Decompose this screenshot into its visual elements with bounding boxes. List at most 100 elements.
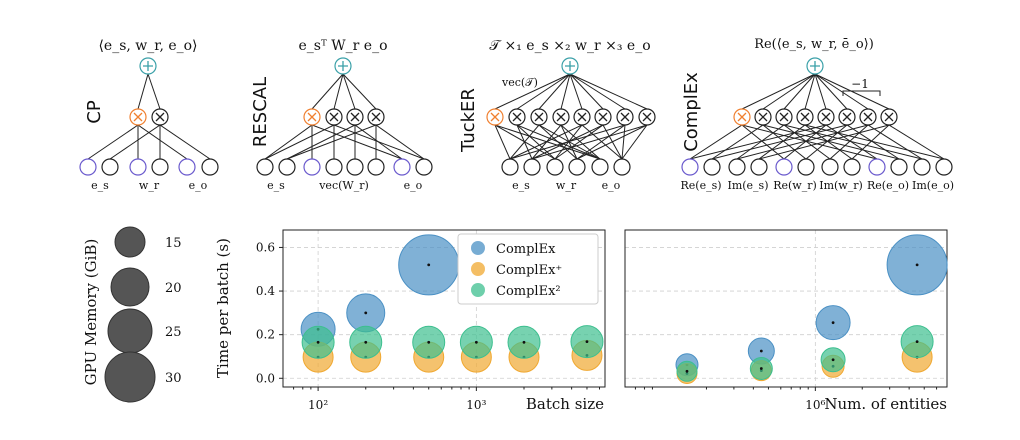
chart1-point-center: [364, 340, 368, 344]
complex-input-node: [775, 158, 793, 176]
diagram-edge: [159, 124, 211, 160]
complex-product-node: [733, 108, 751, 126]
complex-sum-node: [806, 57, 824, 75]
chart-batch-size: Time per batch (s) Batch size 0.00.20.40…: [214, 229, 606, 413]
diagram-edge: [87, 124, 139, 160]
diagram-edge: [851, 124, 890, 160]
diagram-edge: [286, 124, 377, 160]
chart2-point-center: [915, 263, 919, 267]
memory-size-15: 15: [165, 236, 182, 251]
diagram-edge: [805, 124, 848, 160]
diagram-edge: [538, 73, 571, 110]
complex-input-label: Re(w_r): [773, 179, 817, 192]
diagram-edge: [736, 124, 869, 160]
rescal-sum-node: [334, 57, 352, 75]
rescal-product-node: [346, 108, 364, 126]
diagram-edge: [569, 73, 648, 110]
tucker-input-label: e_s: [512, 179, 530, 192]
chart1-xtick-label: 10³: [466, 398, 486, 412]
diagram-row: CP ⟨e_s, w_r, e_o⟩ RESCAL e_sᵀ W_r e_o T…: [79, 37, 954, 192]
diagram-edge: [516, 124, 556, 160]
diagram-tucker-core: vec(𝒯): [501, 76, 538, 89]
rescal-input-node: [256, 158, 274, 176]
chart2-point-center: [759, 349, 763, 353]
diagram-edge: [829, 124, 869, 160]
diagram-edge: [354, 124, 403, 160]
diagram-edge: [147, 73, 161, 110]
diagram-edge: [560, 73, 571, 110]
memory-legend: GPU Memory (GiB) 15 20 25 30: [82, 226, 182, 403]
rescal-product-node: [325, 108, 343, 126]
complex-input-node: [868, 158, 886, 176]
cp-input-node: [201, 158, 219, 176]
diagram-edge: [762, 124, 900, 160]
diagram-edge: [711, 124, 764, 160]
complex-input-node: [750, 158, 768, 176]
chart1-points: [300, 234, 604, 373]
diagram-edge: [814, 73, 827, 110]
diagram-edge: [814, 73, 890, 110]
legend-box: [457, 233, 599, 305]
diagram-edge: [137, 124, 188, 160]
memory-circle-25: [107, 308, 153, 354]
diagram-edge: [494, 73, 571, 110]
complex-input-node: [703, 158, 721, 176]
diagram-edge: [825, 124, 878, 160]
diagram-edge: [621, 124, 648, 160]
diagram-edge: [264, 124, 313, 160]
diagram-edge: [569, 73, 604, 110]
complex-input-label: Im(e_o): [912, 179, 954, 192]
diagram-edge: [762, 124, 807, 160]
diagram-edge: [867, 124, 923, 160]
chart2-point-center: [759, 367, 763, 370]
diagram-edge: [741, 73, 816, 110]
diagram-complex-formula: Re(⟨e_s, w_r, ē_o⟩): [754, 37, 874, 52]
diagram-edge: [814, 73, 869, 110]
complex-input-node: [890, 158, 908, 176]
memory-size-20: 20: [165, 281, 182, 296]
diagram-edge: [804, 124, 853, 160]
cp-input-label: w_r: [139, 179, 160, 192]
diagram-edge: [509, 124, 540, 160]
diagram-edge: [888, 124, 945, 160]
diagram-cp-name: CP: [84, 100, 105, 124]
diagram-edge: [576, 124, 648, 160]
complex-product-node: [796, 108, 814, 126]
diagram-edge: [375, 124, 425, 160]
rescal-product-node: [303, 108, 321, 126]
chart1-point-center: [585, 340, 589, 344]
memory-circle-15: [114, 226, 146, 258]
chart1-ytick-label: 0.6: [256, 240, 275, 254]
diagram-edge: [516, 73, 571, 110]
diagram-edge: [509, 124, 626, 160]
diagram-edge: [581, 124, 623, 160]
diagram-edge: [311, 73, 344, 110]
tucker-input-label: w_r: [556, 179, 577, 192]
rescal-input-label: e_o: [404, 179, 423, 192]
complex-product-node: [859, 108, 877, 126]
rescal-input-node: [278, 158, 296, 176]
tucker-product-node: [616, 108, 634, 126]
diagram-edge: [560, 124, 601, 160]
diagram-edge: [783, 124, 831, 160]
rescal-input-label: e_s: [267, 179, 285, 192]
tucker-input-node: [613, 158, 631, 176]
diagram-rescal: RESCAL e_sᵀ W_r e_o: [250, 38, 388, 147]
rescal-input-node: [415, 158, 433, 176]
chart1-ytick-label: 0.0: [256, 371, 275, 385]
chart2-frame: [624, 229, 948, 388]
diagram-edge: [736, 124, 785, 160]
complex-input-node: [821, 158, 839, 176]
diagram-edge: [758, 124, 806, 160]
complex-input-node: [913, 158, 931, 176]
chart1-point-center: [364, 311, 368, 315]
diagram-edge: [286, 124, 356, 160]
rescal-input-node: [367, 158, 385, 176]
tucker-input-label: e_o: [602, 179, 621, 192]
legend-marker-complex-2: [471, 283, 485, 297]
tucker-product-node: [552, 108, 570, 126]
tucker-product-node: [594, 108, 612, 126]
chart2-ticks: 10⁶: [634, 387, 938, 412]
